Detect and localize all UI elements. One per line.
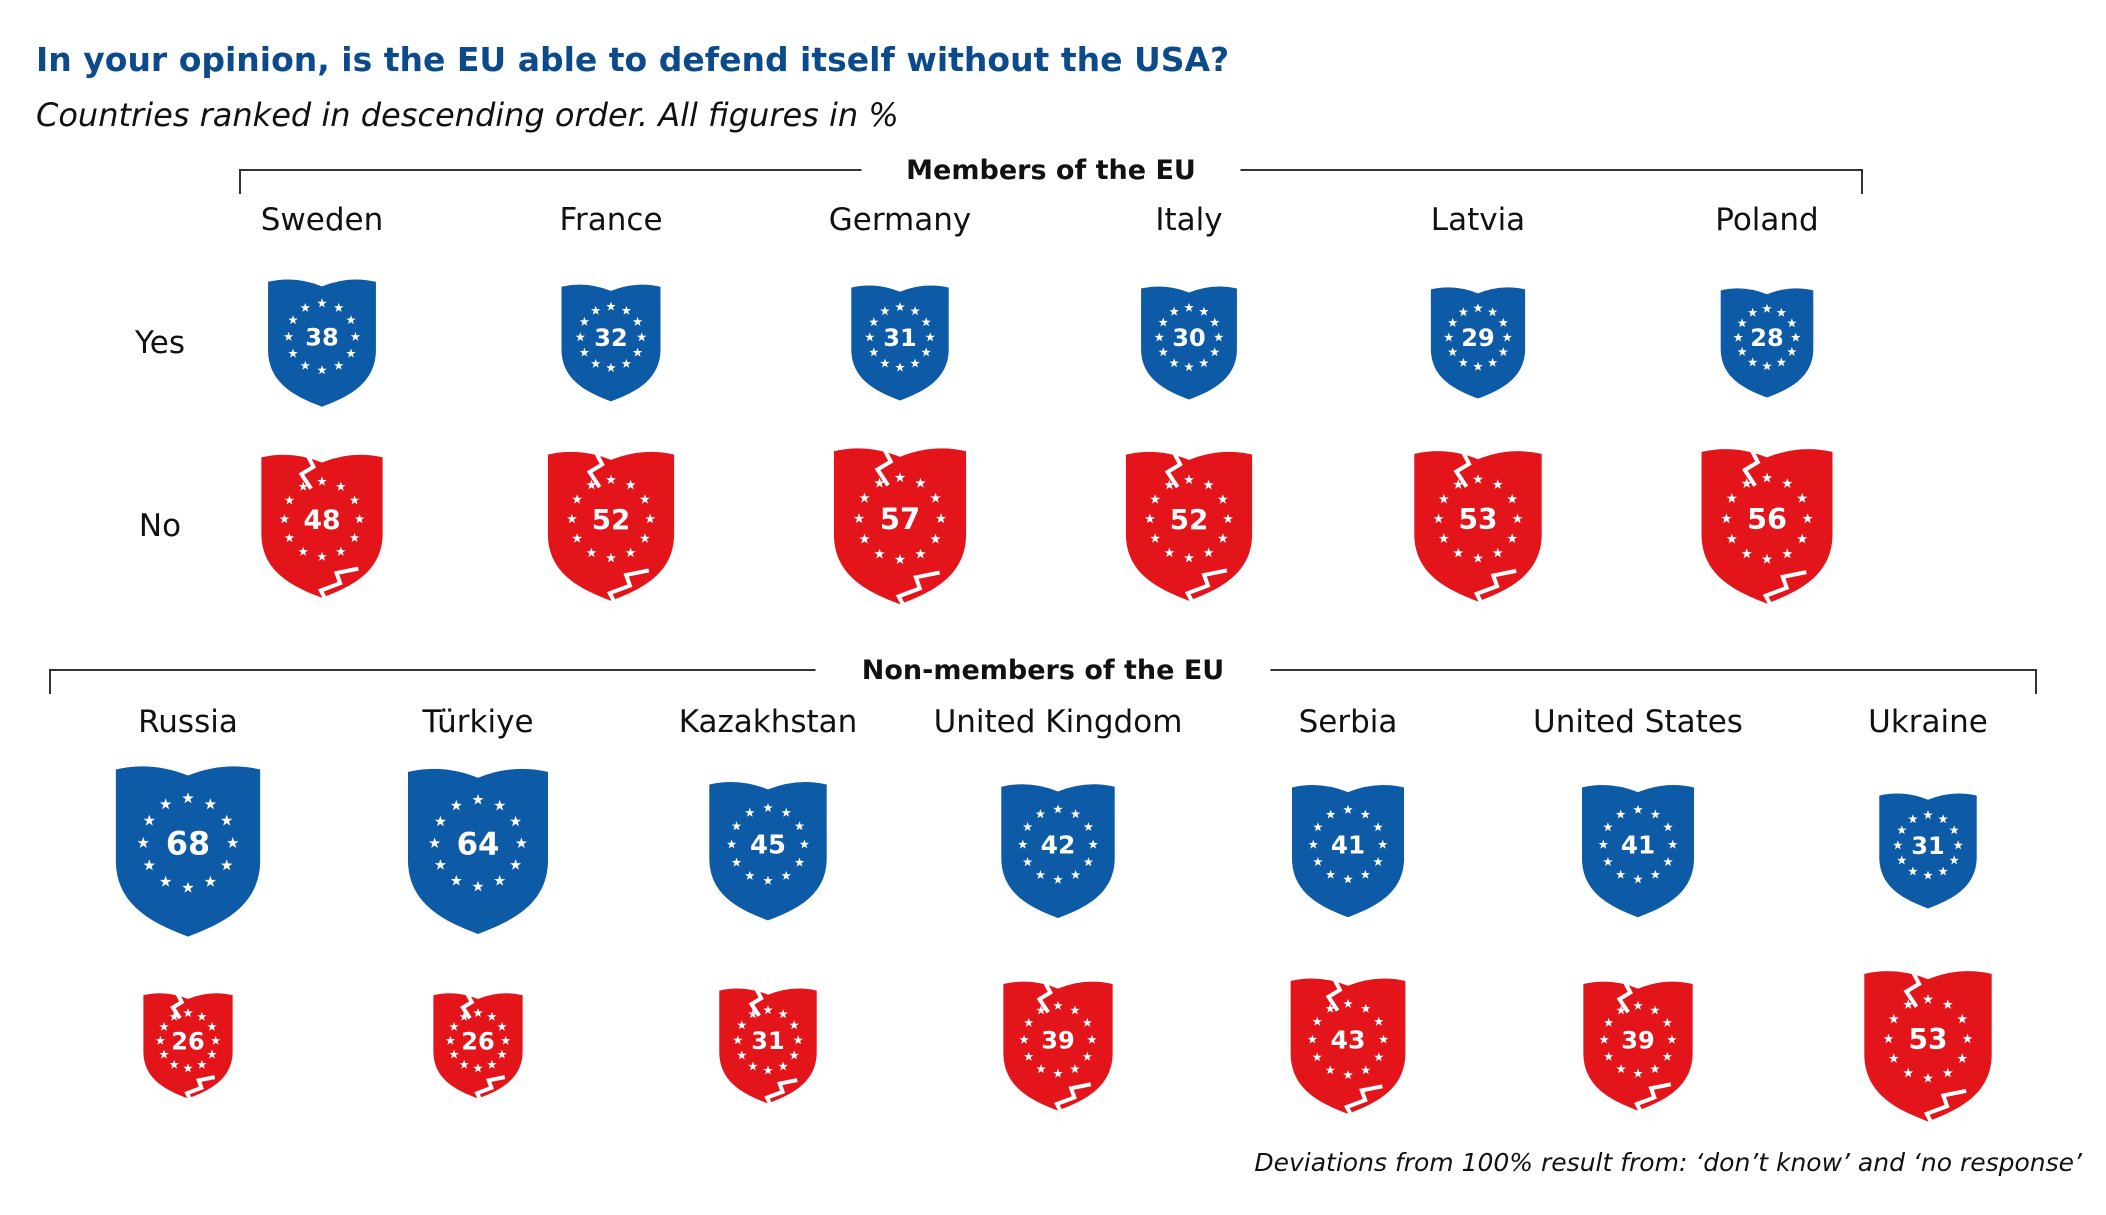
yes-shield-italy xyxy=(1141,286,1237,400)
country-name-united-states: United States xyxy=(1533,704,1743,740)
no-shield-sweden-value: 48 xyxy=(303,505,340,536)
yes-shield-serbia xyxy=(1291,785,1405,918)
no-shield-united-states-value: 39 xyxy=(1621,1026,1654,1054)
no-shield-united-states xyxy=(1583,981,1693,1114)
non-members-bracket-right-line xyxy=(1270,669,2037,694)
country-name-t-rkiye: Türkiye xyxy=(421,704,533,740)
yes-shield-sweden-value: 38 xyxy=(305,323,338,351)
no-shield-germany xyxy=(833,447,967,608)
country-name-kazakhstan: Kazakhstan xyxy=(679,704,858,740)
no-shield-serbia-value: 43 xyxy=(1330,1026,1365,1055)
no-shield-ukraine xyxy=(1864,970,1992,1125)
no-shield-italy-value: 52 xyxy=(1170,503,1209,536)
no-shield-france xyxy=(547,451,675,604)
yes-shield-t-rkiye xyxy=(408,768,548,934)
no-shield-russia xyxy=(143,992,233,1102)
row-label-yes: Yes xyxy=(134,325,185,361)
no-shield-united-kingdom-value: 39 xyxy=(1041,1026,1074,1054)
no-shield-sweden xyxy=(261,454,383,601)
country-name-sweden: Sweden xyxy=(261,202,384,238)
members-bracket-label: Members of the EU xyxy=(906,155,1196,186)
no-shield-t-rkiye-value: 26 xyxy=(461,1027,494,1055)
yes-shield-united-kingdom xyxy=(1001,784,1115,919)
yes-shield-france-value: 32 xyxy=(594,324,627,352)
yes-shield-poland-value: 28 xyxy=(1750,324,1783,352)
yes-shield-germany-value: 31 xyxy=(883,324,916,352)
yes-shield-kazakhstan-value: 45 xyxy=(750,831,786,861)
no-shield-latvia-value: 53 xyxy=(1459,503,1498,536)
country-name-united-kingdom: United Kingdom xyxy=(934,704,1183,740)
yes-shield-ukraine-value: 31 xyxy=(1911,832,1944,860)
country-name-serbia: Serbia xyxy=(1299,704,1398,740)
chart-title: In your opinion, is the EU able to defen… xyxy=(36,40,1230,79)
yes-shield-latvia-value: 29 xyxy=(1461,324,1494,352)
country-name-germany: Germany xyxy=(829,202,971,238)
no-shield-serbia xyxy=(1290,977,1406,1117)
non-members-bracket-left-line xyxy=(49,669,816,694)
yes-shield-germany xyxy=(851,285,949,401)
no-shield-kazakhstan-value: 31 xyxy=(751,1027,784,1055)
no-shield-poland-value: 56 xyxy=(1747,502,1787,536)
row-label-no: No xyxy=(139,508,181,544)
yes-shield-united-states-value: 41 xyxy=(1621,830,1655,859)
no-shield-poland xyxy=(1701,448,1833,607)
no-shield-t-rkiye xyxy=(433,992,523,1102)
yes-shield-united-kingdom-value: 42 xyxy=(1041,831,1076,860)
no-shield-ukraine-value: 53 xyxy=(1909,1023,1948,1056)
yes-shield-italy-value: 30 xyxy=(1172,324,1205,352)
no-shield-france-value: 52 xyxy=(592,503,631,536)
chart-subtitle: Countries ranked in descending order. Al… xyxy=(36,96,899,134)
country-name-italy: Italy xyxy=(1155,202,1222,238)
non-members-bracket-label: Non-members of the EU xyxy=(862,655,1224,686)
yes-shield-france xyxy=(561,284,661,402)
no-shield-germany-value: 57 xyxy=(880,502,920,536)
country-name-france: France xyxy=(559,202,662,238)
yes-shield-serbia-value: 41 xyxy=(1331,830,1365,859)
yes-shield-ukraine xyxy=(1879,793,1977,909)
yes-shield-t-rkiye-value: 64 xyxy=(457,826,500,862)
country-name-latvia: Latvia xyxy=(1431,202,1525,238)
members-bracket-right-line xyxy=(1240,169,1863,194)
members-bracket-left-line xyxy=(239,169,862,194)
yes-shield-sweden xyxy=(268,279,376,407)
yes-shield-russia-value: 68 xyxy=(166,827,210,863)
no-shield-italy xyxy=(1125,451,1253,604)
no-shield-united-kingdom xyxy=(1003,981,1113,1114)
yes-shield-russia xyxy=(115,766,261,937)
country-name-poland: Poland xyxy=(1715,202,1819,238)
yes-shield-latvia xyxy=(1430,287,1526,399)
yes-shield-kazakhstan xyxy=(709,781,827,921)
yes-shield-poland xyxy=(1720,288,1814,398)
footnote: Deviations from 100% result from: ‘don’t… xyxy=(1254,1148,2082,1177)
yes-shield-united-states xyxy=(1581,785,1695,918)
no-shield-latvia xyxy=(1414,450,1542,605)
country-name-russia: Russia xyxy=(138,704,238,740)
country-name-ukraine: Ukraine xyxy=(1868,704,1988,740)
no-shield-kazakhstan xyxy=(719,987,817,1107)
no-shield-russia-value: 26 xyxy=(171,1027,204,1055)
